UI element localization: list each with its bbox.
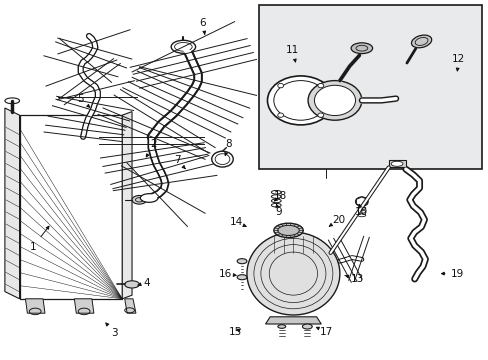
Text: 2: 2 [146,139,157,157]
Ellipse shape [132,195,146,204]
Text: 13: 13 [344,274,363,284]
Ellipse shape [317,113,323,117]
Text: 6: 6 [199,18,206,34]
Ellipse shape [267,76,333,125]
Text: 14: 14 [229,217,245,227]
Ellipse shape [410,35,431,48]
Polygon shape [5,108,20,299]
Text: 3: 3 [105,323,118,338]
Ellipse shape [211,151,233,167]
Ellipse shape [302,324,311,329]
Ellipse shape [355,197,367,206]
Ellipse shape [215,154,229,165]
Polygon shape [25,299,45,313]
Ellipse shape [124,281,139,288]
Ellipse shape [277,113,283,117]
Text: 9: 9 [275,204,282,217]
Text: 16: 16 [219,269,236,279]
Ellipse shape [314,85,355,116]
Text: 15: 15 [228,327,242,337]
Ellipse shape [307,81,361,120]
Ellipse shape [277,225,299,235]
Polygon shape [356,197,366,206]
Text: 12: 12 [451,54,465,71]
Ellipse shape [273,223,303,238]
Text: 7: 7 [173,155,185,168]
Ellipse shape [237,275,246,280]
Ellipse shape [277,84,283,88]
Text: 20: 20 [328,215,345,226]
Ellipse shape [171,40,195,53]
Text: 10: 10 [354,204,366,217]
Ellipse shape [390,161,402,166]
Polygon shape [20,115,122,299]
Text: 19: 19 [441,269,463,279]
Ellipse shape [317,84,323,88]
Ellipse shape [277,325,285,328]
Polygon shape [74,299,94,313]
Ellipse shape [350,43,372,54]
Text: 18: 18 [273,191,286,201]
Text: 5: 5 [77,94,89,107]
Ellipse shape [140,194,158,202]
Text: 17: 17 [316,327,333,337]
Ellipse shape [237,258,246,264]
Ellipse shape [246,232,339,315]
Polygon shape [124,299,136,313]
Polygon shape [388,160,405,167]
Bar [259,5,481,169]
Text: 11: 11 [285,45,299,62]
Text: 8: 8 [224,139,232,156]
Polygon shape [265,317,321,324]
Text: 4: 4 [138,278,150,288]
Polygon shape [122,112,132,299]
Ellipse shape [273,81,327,120]
Text: 1: 1 [30,226,49,252]
